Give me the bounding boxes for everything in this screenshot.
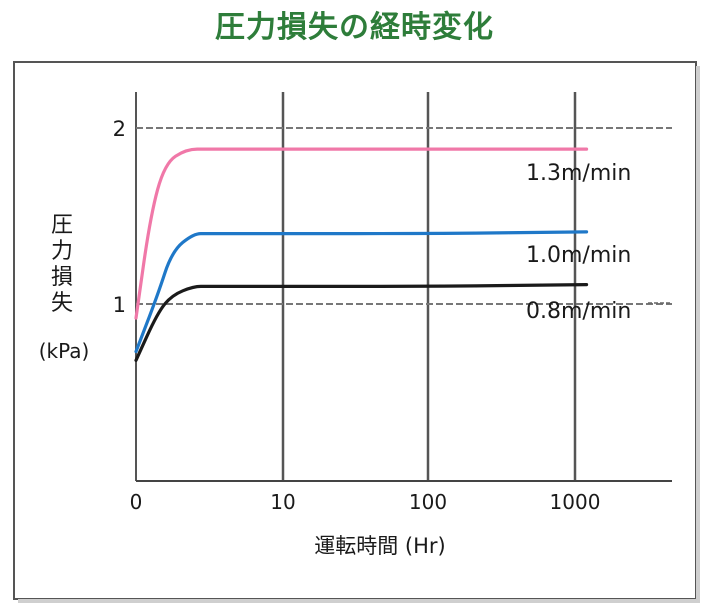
y-tick-label-1: 1 xyxy=(113,293,126,317)
outer-frame-shadow-bottom xyxy=(18,599,700,603)
chart-title: 圧力損失の経時変化 xyxy=(215,10,494,45)
y-axis-unit: (kPa) xyxy=(39,339,90,363)
y-axis-label-char-1: 圧 xyxy=(51,213,73,238)
x-axis-label: 運転時間 (Hr) xyxy=(314,534,446,558)
outer-frame-shadow xyxy=(696,66,700,601)
y-axis-label-char-4: 失 xyxy=(51,291,73,316)
series-layer xyxy=(134,147,589,362)
x-tick-label-10: 10 xyxy=(270,490,295,514)
y-tick-label-2: 2 xyxy=(113,117,126,141)
label-layer: 1.3m/min 1.0m/min 0.8m/min 0 10 100 1000 1 2 運転時間… xyxy=(39,117,672,558)
x-tick-label-0: 0 xyxy=(130,490,143,514)
series-label-1-3m-min: 1.3m/min xyxy=(526,161,631,186)
series-label-1-0m-min: 1.0m/min xyxy=(526,243,631,268)
x-tick-label-1000: 1000 xyxy=(550,490,601,514)
series-line-0-8m-min xyxy=(134,283,589,362)
series-line-1-0m-min xyxy=(134,230,589,354)
y-axis-label-char-2: 力 xyxy=(51,239,73,264)
x-tick-label-100: 100 xyxy=(409,490,447,514)
y-axis-label-char-3: 損 xyxy=(51,265,73,290)
outer-frame xyxy=(13,61,697,600)
series-label-0-8m-min: 0.8m/min xyxy=(526,299,631,324)
series-line-1-3m-min xyxy=(134,147,589,320)
